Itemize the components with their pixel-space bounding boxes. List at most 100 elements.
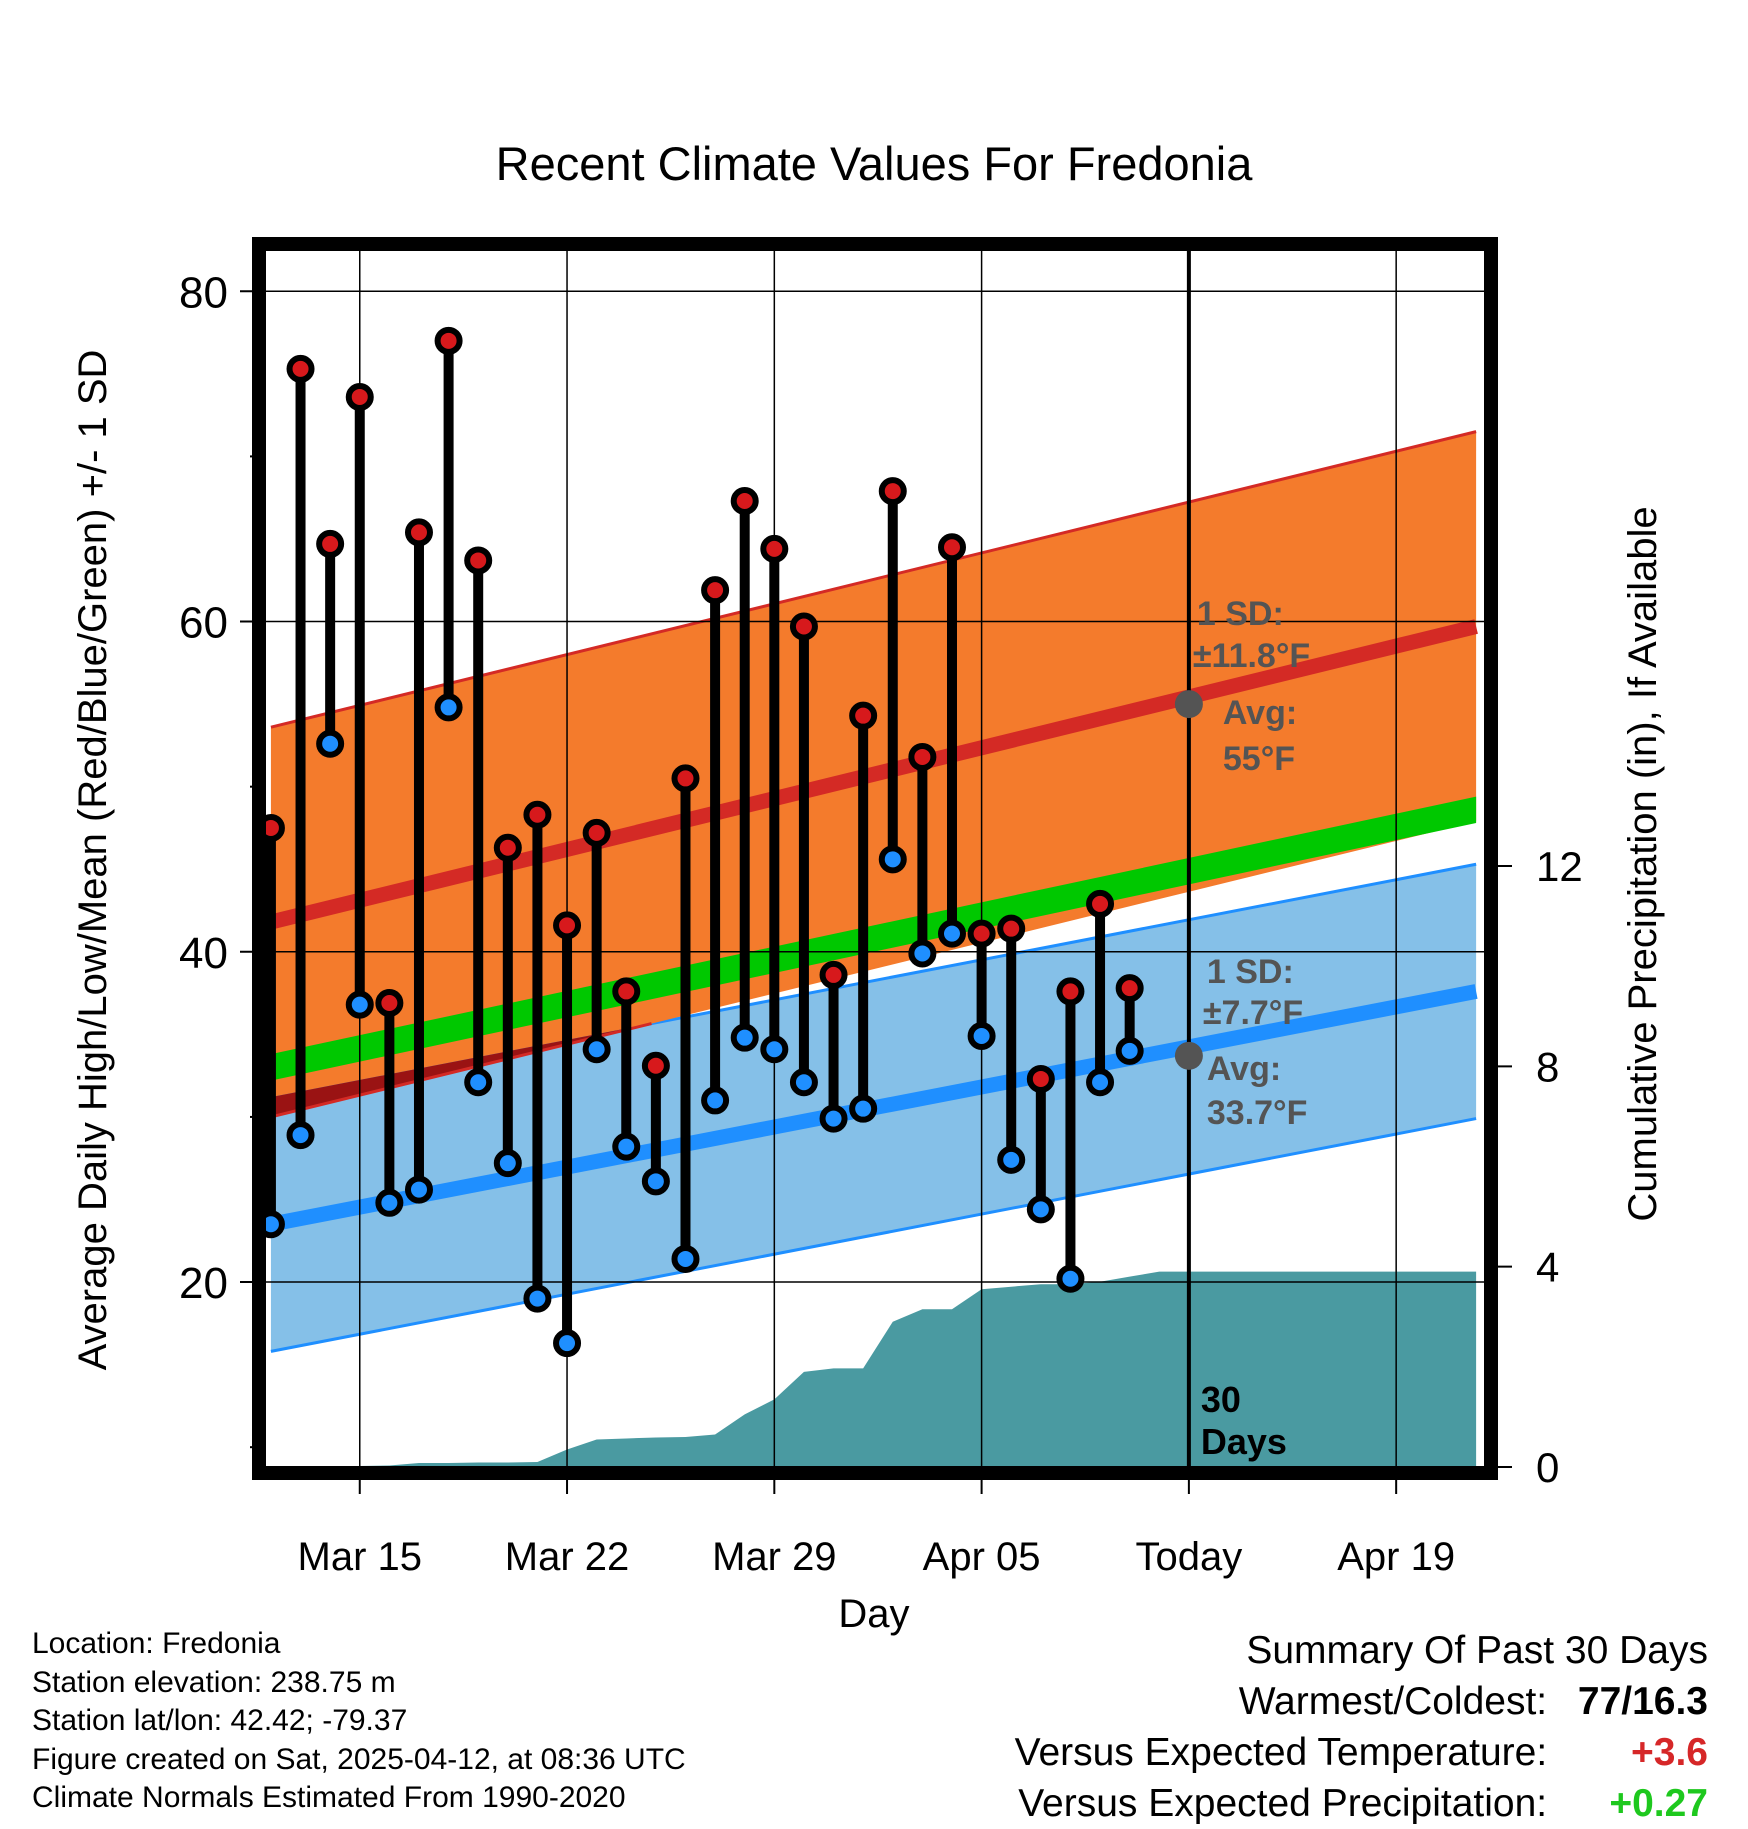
daily-low-point (523, 1284, 552, 1313)
x-tick-label: Apr 19 (1337, 1535, 1455, 1579)
plot-frame (252, 237, 1498, 1480)
y2-tick-label: 12 (1536, 843, 1583, 890)
warmest-coldest-value: 77/16.3 (1577, 1680, 1708, 1723)
today-label-line2: Days (1201, 1421, 1287, 1462)
low-sd-label: 1 SD: (1207, 953, 1294, 991)
daily-high-point (671, 764, 700, 793)
daily-high-point (878, 477, 907, 506)
high-avg-value: 55°F (1223, 740, 1295, 778)
y-tick-label: 80 (179, 268, 228, 317)
daily-low-point (1115, 1036, 1144, 1065)
daily-low-point (612, 1132, 641, 1161)
daily-high-point (908, 742, 937, 771)
daily-low-point (375, 1188, 404, 1217)
low-sd-value: ±7.7°F (1203, 994, 1303, 1032)
daily-low-point (937, 919, 966, 948)
warmest-coldest-row: Warmest/Coldest: 77/16.3 (1015, 1676, 1708, 1727)
temperature-label: Versus Expected Temperature: (1014, 1731, 1548, 1774)
daily-low-point (404, 1175, 433, 1204)
x-axis-label: Day (838, 1592, 909, 1636)
daily-low-point (553, 1329, 582, 1358)
low-avg-label: Avg: (1207, 1050, 1281, 1088)
daily-low-point (464, 1068, 493, 1097)
high-sd-label: 1 SD: (1197, 595, 1284, 633)
daily-high-point (582, 818, 611, 847)
daily-high-point (789, 612, 818, 641)
high-band-upper-edge (270, 430, 1477, 729)
low-avg-marker (1174, 1041, 1203, 1070)
daily-high-point (1056, 977, 1085, 1006)
daily-high-point (553, 911, 582, 940)
precipitation-area (270, 1271, 1477, 1467)
daily-high-point (316, 529, 345, 558)
daily-high-point (997, 914, 1026, 943)
daily-high-point (819, 960, 848, 989)
x-tick-label: Mar 29 (712, 1535, 837, 1579)
low-avg-value: 33.7°F (1207, 1094, 1308, 1132)
today-label-line1: 30 (1201, 1379, 1241, 1420)
daily-low-point (316, 729, 345, 758)
high-avg-marker (1174, 690, 1203, 719)
daily-low-point (997, 1145, 1026, 1174)
daily-high-point (641, 1051, 670, 1080)
daily-high-point (493, 833, 522, 862)
daily-low-point (730, 1023, 759, 1052)
daily-low-point (908, 939, 937, 968)
summary-panel: Summary Of Past 30 Days Warmest/Coldest:… (1015, 1625, 1708, 1829)
daily-low-point (789, 1068, 818, 1097)
y2-axis-label: Cumulative Precipitation (in), If Availa… (1621, 506, 1665, 1221)
daily-low-point (760, 1035, 789, 1064)
temperature-row: Versus Expected Temperature: +3.6 (1015, 1727, 1708, 1778)
daily-low-point (849, 1094, 878, 1123)
daily-high-point (464, 546, 493, 575)
daily-high-point (265, 813, 285, 842)
daily-low-point (641, 1167, 670, 1196)
mean-band (270, 796, 1477, 1081)
daily-low-point (967, 1022, 996, 1051)
high-average-line (269, 619, 1478, 930)
location-text: Location: Fredonia (32, 1627, 281, 1660)
x-tick-label: Mar 15 (298, 1535, 423, 1579)
daily-low-point (434, 693, 463, 722)
daily-low-point (701, 1086, 730, 1115)
low-band-lower-edge (270, 1117, 1477, 1353)
y2-tick-label: 0 (1536, 1444, 1559, 1491)
y-tick-label: 20 (179, 1259, 228, 1308)
x-tick-label: Apr 05 (923, 1535, 1041, 1579)
y-tick-label: 60 (179, 599, 228, 648)
daily-low-point (582, 1035, 611, 1064)
daily-high-point (701, 576, 730, 605)
y-axis-label: Average Daily High/Low/Mean (Red/Blue/Gr… (71, 350, 115, 1371)
daily-high-point (1026, 1064, 1055, 1093)
daily-high-point (730, 486, 759, 515)
normals-text: Climate Normals Estimated From 1990-2020 (32, 1781, 626, 1814)
chart-title: Recent Climate Values For Fredonia (496, 137, 1254, 190)
precipitation-row: Versus Expected Precipitation: +0.27 (1015, 1778, 1708, 1829)
summary-heading: Summary Of Past 30 Days (1246, 1629, 1708, 1672)
precipitation-label: Versus Expected Precipitation: (1018, 1782, 1548, 1825)
daily-high-point (523, 800, 552, 829)
daily-high-point (404, 518, 433, 547)
high-sd-value: ±11.8°F (1193, 637, 1310, 675)
daily-low-point (671, 1244, 700, 1273)
daily-high-point (345, 382, 374, 411)
daily-high-point (1086, 889, 1115, 918)
daily-high-point (849, 701, 878, 730)
latlon-text: Station lat/lon: 42.42; -79.37 (32, 1704, 408, 1737)
created-text: Figure created on Sat, 2025-04-12, at 08… (32, 1742, 686, 1776)
precipitation-value: +0.27 (1609, 1782, 1708, 1825)
daily-high-point (1115, 974, 1144, 1003)
y2-tick-label: 8 (1536, 1043, 1559, 1090)
temperature-value: +3.6 (1631, 1731, 1708, 1774)
station-info: Location: Fredonia Station elevation: 23… (32, 1625, 686, 1818)
daily-high-point (967, 919, 996, 948)
daily-low-point (878, 845, 907, 874)
daily-low-point (1056, 1264, 1085, 1293)
y2-tick-label: 4 (1536, 1244, 1559, 1291)
daily-low-point (1026, 1195, 1055, 1224)
daily-high-point (375, 988, 404, 1017)
daily-high-point (760, 534, 789, 563)
daily-low-point (345, 990, 374, 1019)
daily-low-point (1086, 1068, 1115, 1097)
